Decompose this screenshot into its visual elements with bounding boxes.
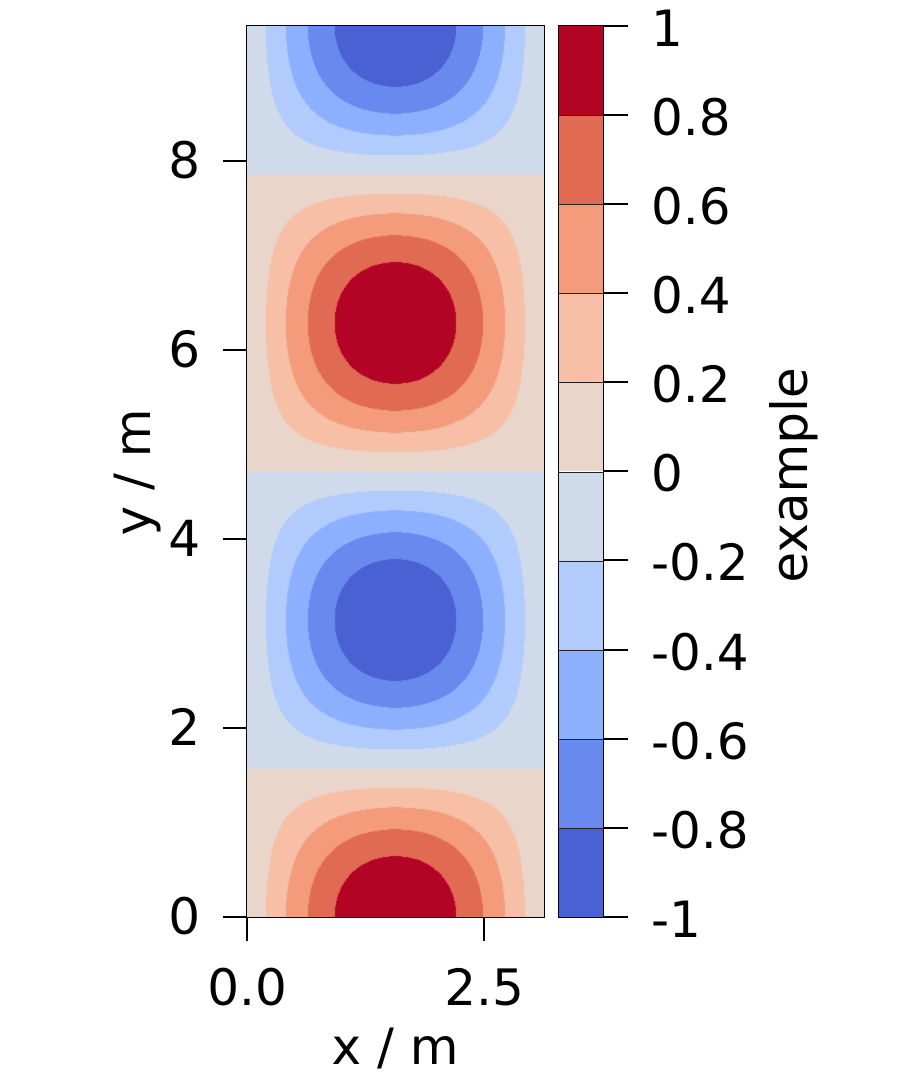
colorbar-segment [559,26,603,116]
x-axis-title: x / m [331,1018,459,1076]
y-tick-label: 4 [168,510,200,568]
cbar-tick [603,916,628,918]
x-tick-2.5 [483,917,485,941]
y-tick-label: 2 [168,699,200,757]
y-tick-0 [223,916,247,918]
colorbar-segment [559,115,603,205]
colorbar-segment [559,204,603,294]
cbar-tick [603,738,628,740]
y-tick-6 [223,349,247,351]
cbar-tick-label: 0.8 [651,89,731,147]
y-axis-title: y / m [104,408,162,536]
y-tick-label: 0 [168,888,200,946]
cbar-tick-label: 1 [651,0,683,58]
contour-plot-area [247,26,544,917]
colorbar-segment [559,738,603,828]
cbar-tick-label: 0.2 [651,356,731,414]
colorbar-segment [559,827,603,917]
x-tick-label: 0.0 [207,959,287,1017]
cbar-tick [603,381,628,383]
cbar-tick-label: -0.2 [651,534,749,592]
colorbar [559,26,603,917]
cbar-tick-label: -0.6 [651,713,749,771]
cbar-tick-label: 0 [651,445,683,503]
x-tick-0 [246,917,248,941]
y-tick-label: 8 [168,132,200,190]
cbar-tick [603,203,628,205]
cbar-tick-label: 0.6 [651,178,731,236]
cbar-tick [603,292,628,294]
cbar-tick [603,559,628,561]
cbar-tick [603,827,628,829]
cbar-tick [603,25,628,27]
cbar-tick-label: -0.8 [651,802,749,860]
y-tick-2 [223,727,247,729]
x-tick-label: 2.5 [444,959,524,1017]
colorbar-segment [559,649,603,739]
cbar-tick-label: -1 [651,891,701,949]
y-tick-label: 6 [168,321,200,379]
cbar-tick-label: 0.4 [651,267,731,325]
y-tick-8 [223,160,247,162]
cbar-tick-label: -0.4 [651,624,749,682]
cbar-tick [603,649,628,651]
colorbar-segment [559,293,603,383]
cbar-tick [603,470,628,472]
y-tick-4 [223,538,247,540]
colorbar-segment [559,382,603,472]
colorbar-title: example [761,367,819,583]
colorbar-segment [559,560,603,650]
colorbar-segment [559,471,603,561]
cbar-tick [603,114,628,116]
